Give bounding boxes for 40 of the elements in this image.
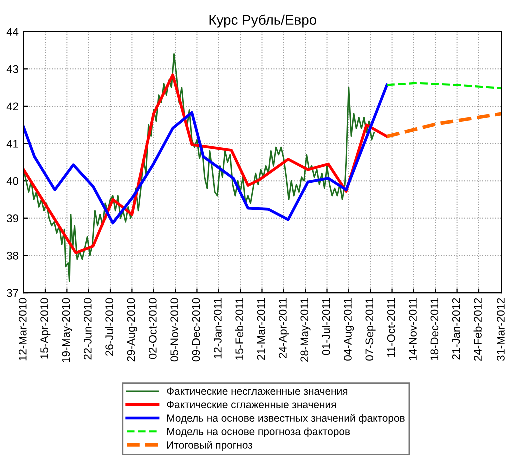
x-tick-label: 02-Oct-2010 bbox=[148, 298, 157, 360]
x-tick-label: 09-Dec-2010 bbox=[192, 298, 200, 362]
y-tick-label: 43 bbox=[6, 65, 18, 74]
legend-label: Итоговый прогноз bbox=[167, 441, 252, 451]
legend-label: Модель на основе известных значений факторов bbox=[167, 414, 405, 424]
x-tick-label: 07-Sep-2011 bbox=[366, 298, 376, 361]
x-tick-label: 18-Dec-2011 bbox=[430, 298, 439, 360]
x-tick-label: 01-Jul-2011 bbox=[322, 298, 330, 356]
x-tick-label: 11-Oct-2011 bbox=[387, 298, 396, 358]
x-tick-label: 21-Jan-2012 bbox=[452, 298, 460, 360]
y-tick-label: 41 bbox=[6, 140, 18, 148]
chart-title: Курс Рубль/Евро bbox=[210, 14, 316, 28]
x-tick-label: 15-Feb-2011 bbox=[235, 298, 244, 360]
line-series bbox=[24, 54, 376, 283]
x-tick-label: 31-Mar-2012 bbox=[497, 298, 505, 362]
x-tick-label: 24-Apr-2011 bbox=[279, 298, 290, 358]
x-tick-label: 26-Jul-2010 bbox=[105, 298, 114, 356]
y-tick-label: 37 bbox=[7, 289, 18, 298]
line-series bbox=[24, 74, 389, 254]
x-tick-label: 12-Mar-2010 bbox=[18, 298, 27, 361]
y-tick-label: 38 bbox=[7, 252, 18, 260]
x-tick-label: 21-Mar-2011 bbox=[257, 298, 266, 360]
x-tick-label: 24-Feb-2012 bbox=[474, 298, 482, 361]
x-tick-label: 28-May-2011 bbox=[300, 298, 311, 362]
line-series bbox=[24, 84, 389, 225]
x-tick-label: 04-Aug-2011 bbox=[344, 298, 354, 361]
y-tick-label: 44 bbox=[6, 28, 19, 36]
x-tick-label: 15-Apr-2010 bbox=[40, 298, 51, 359]
y-tick-label: 42 bbox=[6, 102, 18, 110]
x-tick-label: 12-Jan-2011 bbox=[214, 298, 222, 359]
x-tick-label: 29-Aug-2010 bbox=[127, 298, 138, 362]
legend-label: Фактические несглаженные значения bbox=[167, 388, 348, 396]
legend-label: Фактические сглаженные значения bbox=[167, 401, 336, 408]
x-tick-label: 19-May-2010 bbox=[62, 298, 72, 362]
y-tick-label: 39 bbox=[7, 214, 18, 223]
legend-label: Модель на основе прогноза факторов bbox=[167, 428, 350, 438]
x-tick-label: 14-Nov-2011 bbox=[409, 298, 417, 360]
x-tick-label: 05-Nov-2010 bbox=[170, 298, 179, 362]
y-tick-label: 40 bbox=[6, 177, 19, 186]
x-tick-label: 22-Jun-2010 bbox=[84, 298, 92, 360]
